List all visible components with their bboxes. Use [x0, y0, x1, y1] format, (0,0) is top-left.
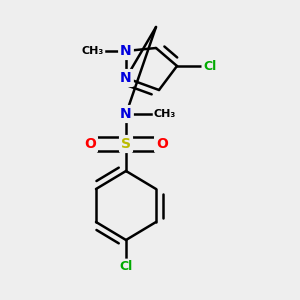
Text: N: N — [120, 44, 132, 58]
Text: O: O — [84, 137, 96, 151]
Text: N: N — [120, 107, 132, 121]
Text: CH₃: CH₃ — [154, 109, 176, 119]
Text: S: S — [121, 137, 131, 151]
Text: Cl: Cl — [119, 260, 133, 274]
Text: O: O — [156, 137, 168, 151]
Text: N: N — [120, 71, 132, 85]
Text: Cl: Cl — [203, 59, 217, 73]
Text: CH₃: CH₃ — [82, 46, 104, 56]
